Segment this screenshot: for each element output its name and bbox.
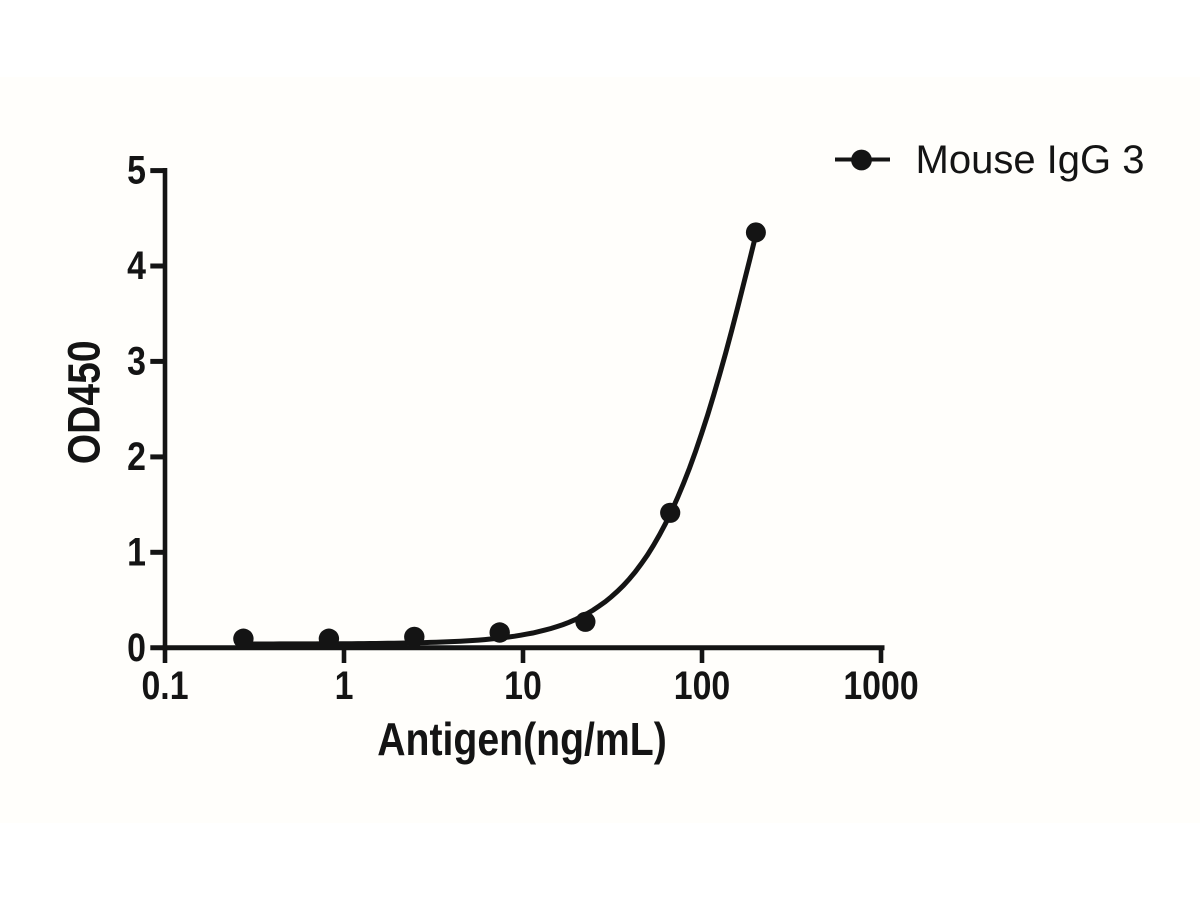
svg-text:1: 1 (335, 662, 354, 707)
svg-text:OD450: OD450 (59, 340, 109, 464)
svg-text:3: 3 (127, 338, 146, 383)
svg-text:2: 2 (127, 433, 146, 478)
svg-text:Mouse IgG 3: Mouse IgG 3 (916, 138, 1145, 182)
svg-text:100: 100 (674, 662, 730, 707)
svg-text:4: 4 (127, 242, 146, 287)
svg-text:0.1: 0.1 (141, 662, 188, 707)
svg-text:Antigen(ng/mL): Antigen(ng/mL) (377, 714, 667, 766)
svg-text:1000: 1000 (843, 662, 918, 707)
svg-text:0: 0 (127, 624, 146, 669)
svg-text:1: 1 (127, 529, 146, 574)
svg-text:10: 10 (504, 662, 542, 707)
svg-text:5: 5 (127, 147, 146, 192)
